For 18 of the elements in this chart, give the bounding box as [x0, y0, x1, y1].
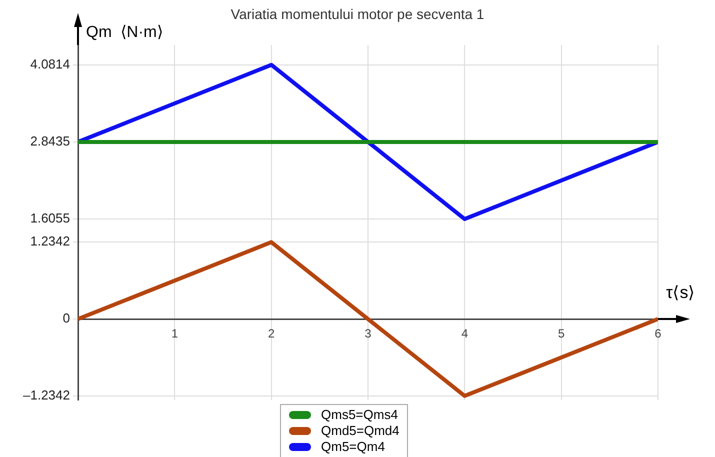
x-tick-label: 3: [364, 326, 372, 341]
legend-label: Qms5=Qms4: [321, 407, 398, 423]
y-axis-title: Qm ⟨N·m⟩: [86, 23, 163, 42]
y-tick-label: –1.2342: [23, 387, 70, 402]
chart-title: Variatia momentului motor pe secventa 1: [230, 6, 486, 22]
x-tick-label: 4: [461, 326, 468, 341]
x-tick-label: 6: [654, 326, 662, 341]
y-tick-label: 4.0814: [30, 56, 70, 72]
y-tick-label: 1.2342: [30, 234, 70, 249]
y-tick-label: 0: [62, 310, 70, 326]
legend-label: Qmd5=Qmd4: [321, 423, 400, 439]
y-tick-label: 1.6055: [30, 210, 70, 226]
x-axis-title: τ⟨s⟩: [666, 282, 696, 303]
y-tick-label: 2.8435: [30, 134, 70, 149]
x-tick-label: 2: [268, 326, 275, 341]
x-tick-label: 1: [171, 326, 178, 341]
legend-label: Qm5=Qm4: [321, 439, 385, 455]
x-tick-label: 5: [558, 326, 565, 341]
